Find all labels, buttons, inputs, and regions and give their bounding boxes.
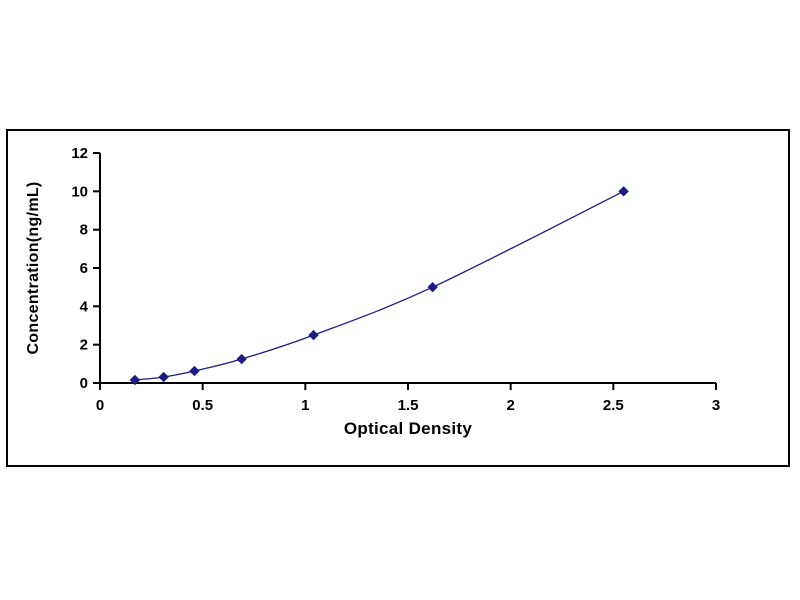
data-point-marker [189, 365, 200, 377]
x-tick-label: 1.5 [398, 397, 419, 414]
data-point-marker [129, 374, 141, 386]
y-tick-label: 8 [80, 222, 88, 239]
data-point-marker [618, 186, 629, 197]
chart-svg: 0 0.5 1 1.5 2 2.5 3 0 2 4 6 8 10 12 [71, 145, 720, 414]
data-point-marker [236, 353, 247, 365]
x-tick-label: 3 [712, 397, 720, 414]
data-point-marker [308, 329, 319, 341]
y-tick-label: 4 [80, 298, 89, 315]
data-point-marker [158, 371, 169, 383]
y-tick-label: 12 [71, 145, 88, 162]
x-tick-label: 2 [506, 397, 514, 414]
y-tick-label: 2 [80, 337, 88, 354]
x-tick-label: 1 [301, 397, 309, 414]
y-axis-label: Concentration(ng/mL) [25, 181, 42, 355]
curve-line [134, 190, 624, 381]
y-tick-label: 6 [80, 260, 88, 277]
figure-frame: 0 0.5 1 1.5 2 2.5 3 0 2 4 6 8 10 12 Concentration(ng/… [6, 129, 790, 467]
x-tick-label: 0 [96, 397, 104, 414]
data-point-marker [427, 281, 438, 293]
x-axis-label: Optical Density [343, 419, 473, 438]
x-tick-label: 0.5 [192, 397, 213, 414]
y-tick-label: 10 [71, 183, 88, 200]
y-tick-label: 0 [80, 375, 88, 392]
x-tick-label: 2.5 [603, 397, 624, 414]
